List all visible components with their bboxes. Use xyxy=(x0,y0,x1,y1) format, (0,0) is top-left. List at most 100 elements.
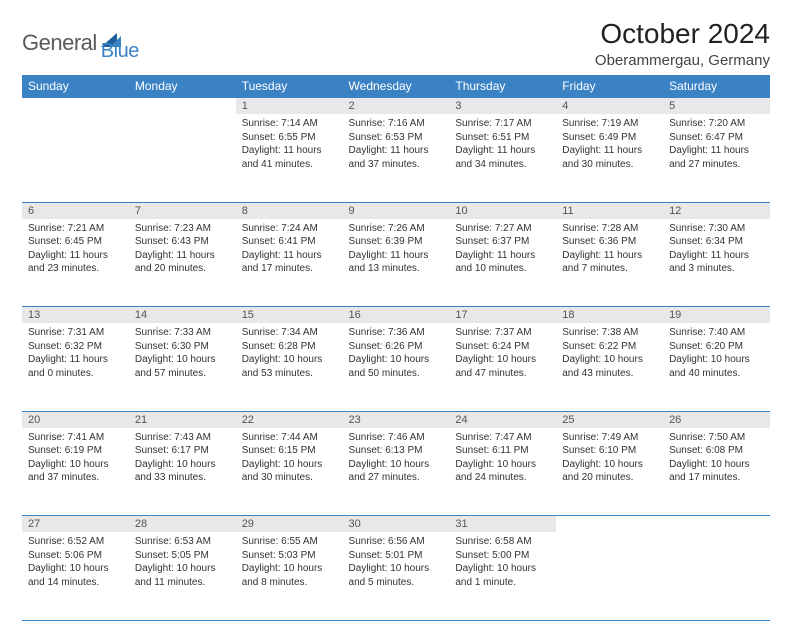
day-number-cell: 25 xyxy=(556,411,663,428)
weekday-header: Thursday xyxy=(449,75,556,98)
day-cell: Sunrise: 7:36 AMSunset: 6:26 PMDaylight:… xyxy=(343,323,450,411)
day-details: Sunrise: 7:17 AMSunset: 6:51 PMDaylight:… xyxy=(449,114,556,177)
day-cell: Sunrise: 7:17 AMSunset: 6:51 PMDaylight:… xyxy=(449,114,556,202)
calendar-table: SundayMondayTuesdayWednesdayThursdayFrid… xyxy=(22,75,770,621)
day-details: Sunrise: 7:24 AMSunset: 6:41 PMDaylight:… xyxy=(236,219,343,282)
day-cell: Sunrise: 6:58 AMSunset: 5:00 PMDaylight:… xyxy=(449,532,556,620)
day-number-cell: 12 xyxy=(663,202,770,219)
day-details: Sunrise: 7:47 AMSunset: 6:11 PMDaylight:… xyxy=(449,428,556,491)
day-number-cell xyxy=(129,98,236,115)
header: General Blue October 2024 Oberammergau, … xyxy=(22,18,770,69)
day-cell: Sunrise: 7:37 AMSunset: 6:24 PMDaylight:… xyxy=(449,323,556,411)
day-cell: Sunrise: 7:46 AMSunset: 6:13 PMDaylight:… xyxy=(343,428,450,516)
day-cell: Sunrise: 7:41 AMSunset: 6:19 PMDaylight:… xyxy=(22,428,129,516)
day-cell xyxy=(556,532,663,620)
day-details: Sunrise: 7:16 AMSunset: 6:53 PMDaylight:… xyxy=(343,114,450,177)
day-cell: Sunrise: 7:30 AMSunset: 6:34 PMDaylight:… xyxy=(663,219,770,307)
day-number-cell: 13 xyxy=(22,307,129,324)
day-cell xyxy=(129,114,236,202)
day-cell: Sunrise: 7:50 AMSunset: 6:08 PMDaylight:… xyxy=(663,428,770,516)
day-cell: Sunrise: 7:31 AMSunset: 6:32 PMDaylight:… xyxy=(22,323,129,411)
day-cell: Sunrise: 6:52 AMSunset: 5:06 PMDaylight:… xyxy=(22,532,129,620)
day-number-cell: 31 xyxy=(449,516,556,533)
day-cell: Sunrise: 7:38 AMSunset: 6:22 PMDaylight:… xyxy=(556,323,663,411)
day-number-cell: 6 xyxy=(22,202,129,219)
day-cell: Sunrise: 7:28 AMSunset: 6:36 PMDaylight:… xyxy=(556,219,663,307)
day-details: Sunrise: 7:26 AMSunset: 6:39 PMDaylight:… xyxy=(343,219,450,282)
day-number-cell: 24 xyxy=(449,411,556,428)
day-number-cell: 26 xyxy=(663,411,770,428)
day-details: Sunrise: 6:53 AMSunset: 5:05 PMDaylight:… xyxy=(129,532,236,595)
day-cell: Sunrise: 7:23 AMSunset: 6:43 PMDaylight:… xyxy=(129,219,236,307)
day-cell: Sunrise: 7:47 AMSunset: 6:11 PMDaylight:… xyxy=(449,428,556,516)
day-details: Sunrise: 7:27 AMSunset: 6:37 PMDaylight:… xyxy=(449,219,556,282)
day-number-cell: 1 xyxy=(236,98,343,115)
day-number-cell: 29 xyxy=(236,516,343,533)
day-details: Sunrise: 6:56 AMSunset: 5:01 PMDaylight:… xyxy=(343,532,450,595)
day-details: Sunrise: 7:28 AMSunset: 6:36 PMDaylight:… xyxy=(556,219,663,282)
day-cell xyxy=(22,114,129,202)
day-cell: Sunrise: 7:43 AMSunset: 6:17 PMDaylight:… xyxy=(129,428,236,516)
day-cell: Sunrise: 7:44 AMSunset: 6:15 PMDaylight:… xyxy=(236,428,343,516)
day-number-cell: 19 xyxy=(663,307,770,324)
day-details: Sunrise: 7:30 AMSunset: 6:34 PMDaylight:… xyxy=(663,219,770,282)
day-number-cell: 27 xyxy=(22,516,129,533)
day-cell: Sunrise: 7:21 AMSunset: 6:45 PMDaylight:… xyxy=(22,219,129,307)
day-details: Sunrise: 7:49 AMSunset: 6:10 PMDaylight:… xyxy=(556,428,663,491)
weekday-header: Monday xyxy=(129,75,236,98)
day-number-cell: 7 xyxy=(129,202,236,219)
day-number-cell xyxy=(556,516,663,533)
weekday-header: Saturday xyxy=(663,75,770,98)
location: Oberammergau, Germany xyxy=(595,52,770,69)
day-details: Sunrise: 6:55 AMSunset: 5:03 PMDaylight:… xyxy=(236,532,343,595)
day-details: Sunrise: 7:33 AMSunset: 6:30 PMDaylight:… xyxy=(129,323,236,386)
day-details: Sunrise: 7:37 AMSunset: 6:24 PMDaylight:… xyxy=(449,323,556,386)
day-number-cell: 4 xyxy=(556,98,663,115)
day-number-cell: 15 xyxy=(236,307,343,324)
weekday-header: Sunday xyxy=(22,75,129,98)
day-details: Sunrise: 7:43 AMSunset: 6:17 PMDaylight:… xyxy=(129,428,236,491)
day-number-cell: 21 xyxy=(129,411,236,428)
day-cell: Sunrise: 6:53 AMSunset: 5:05 PMDaylight:… xyxy=(129,532,236,620)
logo-general: General xyxy=(22,30,97,56)
weekday-header-row: SundayMondayTuesdayWednesdayThursdayFrid… xyxy=(22,75,770,98)
day-cell: Sunrise: 7:16 AMSunset: 6:53 PMDaylight:… xyxy=(343,114,450,202)
day-number-cell: 3 xyxy=(449,98,556,115)
day-cell: Sunrise: 7:20 AMSunset: 6:47 PMDaylight:… xyxy=(663,114,770,202)
day-details: Sunrise: 6:58 AMSunset: 5:00 PMDaylight:… xyxy=(449,532,556,595)
day-number-cell xyxy=(22,98,129,115)
day-details: Sunrise: 7:41 AMSunset: 6:19 PMDaylight:… xyxy=(22,428,129,491)
day-details: Sunrise: 7:44 AMSunset: 6:15 PMDaylight:… xyxy=(236,428,343,491)
day-details: Sunrise: 7:34 AMSunset: 6:28 PMDaylight:… xyxy=(236,323,343,386)
day-details: Sunrise: 7:21 AMSunset: 6:45 PMDaylight:… xyxy=(22,219,129,282)
logo: General Blue xyxy=(22,22,139,63)
day-number-cell: 22 xyxy=(236,411,343,428)
day-number-cell: 23 xyxy=(343,411,450,428)
day-number-cell: 5 xyxy=(663,98,770,115)
day-number-cell: 30 xyxy=(343,516,450,533)
day-number-cell: 28 xyxy=(129,516,236,533)
day-number-cell xyxy=(663,516,770,533)
day-number-cell: 20 xyxy=(22,411,129,428)
day-details: Sunrise: 7:36 AMSunset: 6:26 PMDaylight:… xyxy=(343,323,450,386)
day-cell: Sunrise: 7:19 AMSunset: 6:49 PMDaylight:… xyxy=(556,114,663,202)
day-number-cell: 18 xyxy=(556,307,663,324)
day-details: Sunrise: 7:19 AMSunset: 6:49 PMDaylight:… xyxy=(556,114,663,177)
day-details: Sunrise: 7:20 AMSunset: 6:47 PMDaylight:… xyxy=(663,114,770,177)
title-block: October 2024 Oberammergau, Germany xyxy=(595,18,770,69)
weekday-header: Friday xyxy=(556,75,663,98)
day-details: Sunrise: 7:23 AMSunset: 6:43 PMDaylight:… xyxy=(129,219,236,282)
logo-blue: Blue xyxy=(101,40,139,63)
day-details: Sunrise: 7:46 AMSunset: 6:13 PMDaylight:… xyxy=(343,428,450,491)
day-details: Sunrise: 7:14 AMSunset: 6:55 PMDaylight:… xyxy=(236,114,343,177)
day-cell: Sunrise: 7:33 AMSunset: 6:30 PMDaylight:… xyxy=(129,323,236,411)
day-details: Sunrise: 7:50 AMSunset: 6:08 PMDaylight:… xyxy=(663,428,770,491)
day-cell: Sunrise: 7:49 AMSunset: 6:10 PMDaylight:… xyxy=(556,428,663,516)
day-number-cell: 17 xyxy=(449,307,556,324)
day-number-cell: 9 xyxy=(343,202,450,219)
weekday-header: Tuesday xyxy=(236,75,343,98)
day-cell: Sunrise: 6:56 AMSunset: 5:01 PMDaylight:… xyxy=(343,532,450,620)
day-number-cell: 2 xyxy=(343,98,450,115)
day-cell: Sunrise: 7:26 AMSunset: 6:39 PMDaylight:… xyxy=(343,219,450,307)
day-details: Sunrise: 6:52 AMSunset: 5:06 PMDaylight:… xyxy=(22,532,129,595)
